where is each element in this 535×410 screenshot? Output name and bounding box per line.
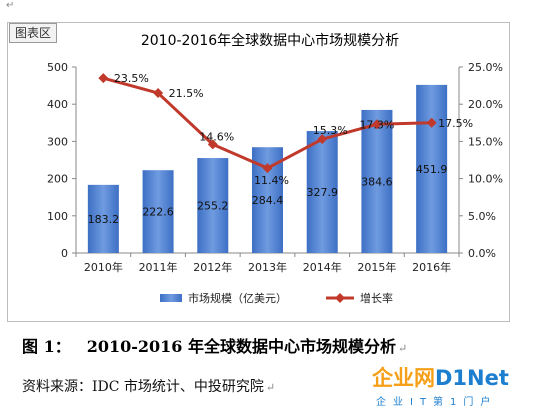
x-tick-label: 2012年 — [193, 260, 232, 274]
growth-value-label: 23.5% — [114, 72, 149, 85]
caption-paragraph-mark: ↵ — [398, 342, 408, 355]
bar — [306, 131, 338, 253]
x-tick-label: 2011年 — [139, 260, 178, 274]
y-left-tick-label: 0 — [61, 247, 68, 260]
chart-area[interactable]: 2010-2016年全球数据中心市场规模分析 0 100 200 300 400 500 0… — [7, 22, 510, 322]
growth-point — [153, 88, 164, 99]
y-right-tick-label: 5.0% — [468, 210, 496, 223]
d1net-logo: 企业网D1Net 企业IT第1门户 — [372, 366, 532, 410]
bar-value-label: 284.4 — [252, 194, 284, 207]
logo-part-b: D1Net — [435, 366, 509, 390]
growth-value-label: 17.3% — [359, 118, 394, 131]
x-tick-label: 2015年 — [357, 260, 396, 274]
x-tick-label: 2016年 — [412, 260, 451, 274]
legend-line-label: 增长率 — [360, 291, 393, 305]
paragraph-mark: ↵ — [6, 0, 15, 11]
legend-bar-label: 市场规模（亿美元） — [188, 291, 287, 305]
source-text: 资料来源：IDC 市场统计、中投研究院 — [22, 379, 264, 395]
source-paragraph-mark: ↵ — [265, 381, 276, 394]
y-right-tick-label: 25.0% — [468, 61, 503, 74]
growth-point — [317, 134, 328, 145]
growth-value-label: 17.5% — [438, 117, 473, 130]
y-left-tick-label: 500 — [47, 61, 68, 74]
y-right-tick-label: 15.0% — [468, 135, 503, 148]
caption-number: 图 1： — [22, 337, 71, 356]
figure-caption: 图 1： 2010-2016 年全球数据中心市场规模分析 ↵ — [22, 333, 407, 357]
source-note: 资料来源：IDC 市场统计、中投研究院 ↵ — [22, 376, 275, 396]
legend-bar-swatch — [160, 294, 182, 302]
growth-point — [262, 163, 273, 174]
chart-area-tab: 图表区 — [9, 23, 58, 43]
y-right-tick-label: 10.0% — [468, 173, 503, 186]
y-right-tick-label: 0.0% — [468, 247, 496, 260]
legend-line-marker — [335, 293, 345, 303]
growth-point — [98, 73, 109, 84]
logo-wordmark: 企业网D1Net — [372, 366, 509, 390]
logo-part-a: 企业网 — [372, 366, 435, 390]
bar — [87, 184, 119, 253]
caption-text: 2010-2016 年全球数据中心市场规模分析 — [86, 337, 396, 356]
growth-value-label: 15.3% — [313, 124, 348, 137]
bar-value-label: 183.2 — [88, 213, 120, 226]
bar — [142, 170, 174, 253]
bar — [361, 109, 393, 253]
bar — [416, 84, 448, 253]
x-tick-label: 2014年 — [303, 260, 342, 274]
growth-value-label: 11.4% — [254, 174, 289, 187]
x-tick-label: 2013年 — [248, 260, 287, 274]
x-tick-label: 2010年 — [84, 260, 123, 274]
bar-value-label: 327.9 — [306, 186, 338, 199]
growth-point — [371, 119, 382, 130]
chart-svg: 2010-2016年全球数据中心市场规模分析 0 100 200 300 400 500 0… — [47, 32, 503, 305]
logo-tagline: 企业IT第1门户 — [376, 397, 498, 408]
bar-value-label: 451.9 — [416, 163, 448, 176]
y-left-tick-label: 300 — [47, 135, 68, 148]
bar-value-label: 222.6 — [142, 206, 174, 219]
growth-value-label: 14.6% — [199, 130, 234, 143]
bar-value-label: 255.2 — [197, 200, 229, 213]
bar-value-label: 384.6 — [361, 175, 393, 188]
growth-point — [207, 139, 218, 150]
growth-point — [426, 117, 437, 128]
bar — [197, 158, 229, 253]
growth-value-label: 21.5% — [169, 87, 204, 100]
y-left-tick-label: 200 — [47, 173, 68, 186]
y-left-tick-label: 400 — [47, 98, 68, 111]
y-right-tick-label: 20.0% — [468, 98, 503, 111]
y-left-tick-label: 100 — [47, 210, 68, 223]
chart-title: 2010-2016年全球数据中心市场规模分析 — [141, 32, 399, 49]
